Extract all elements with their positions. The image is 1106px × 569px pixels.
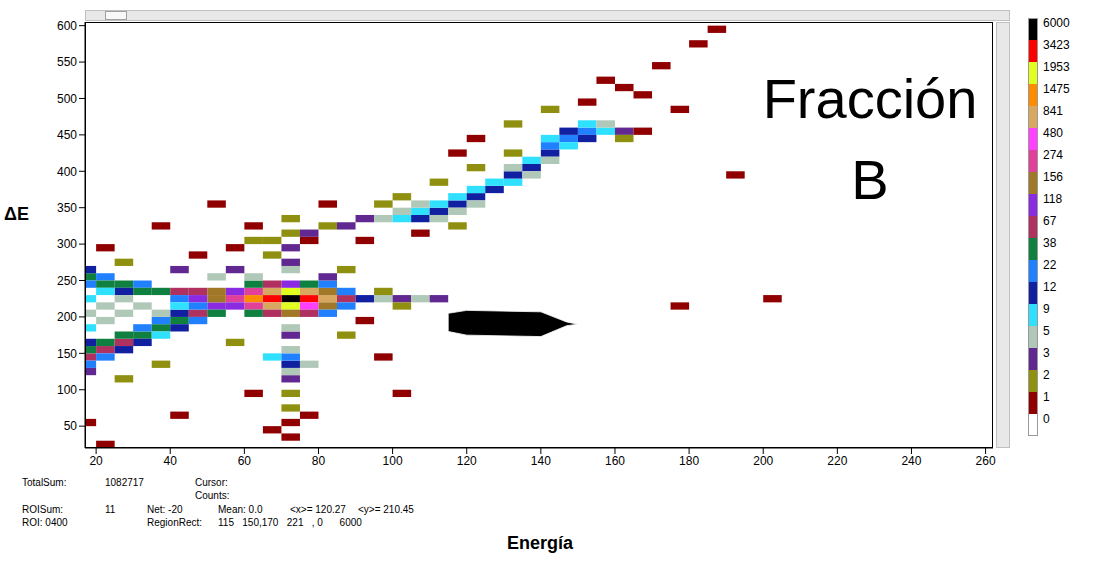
html-text:0: 0 bbox=[1043, 412, 1050, 426]
svg-text:80: 80 bbox=[312, 454, 326, 468]
html-text:Cursor:: Cursor: bbox=[195, 477, 228, 488]
svg-text:250: 250 bbox=[57, 274, 77, 288]
html-text:Fracción: Fracción bbox=[762, 67, 978, 130]
svg-text:200: 200 bbox=[57, 310, 77, 324]
svg-text:180: 180 bbox=[679, 454, 699, 468]
html-text:118: 118 bbox=[1043, 192, 1063, 206]
html-text:11: 11 bbox=[105, 504, 116, 515]
html-text:2: 2 bbox=[1043, 368, 1050, 382]
html-text:ROISum:: ROISum: bbox=[22, 504, 64, 515]
html-text:480: 480 bbox=[1043, 126, 1063, 140]
html-text:67: 67 bbox=[1043, 214, 1057, 228]
html-text:841: 841 bbox=[1043, 104, 1063, 118]
html-text:115 150,170 221 , 0 6000: 115 150,170 221 , 0 6000 bbox=[218, 517, 362, 528]
html-text:ROI: 0400: ROI: 0400 bbox=[22, 517, 68, 528]
svg-text:260: 260 bbox=[976, 454, 996, 468]
svg-text:500: 500 bbox=[57, 92, 77, 106]
html-text:Counts:: Counts: bbox=[195, 490, 230, 501]
html-text:12: 12 bbox=[1043, 280, 1057, 294]
svg-text:120: 120 bbox=[457, 454, 477, 468]
html-text:6000: 6000 bbox=[1043, 16, 1070, 30]
html-text:ΔE: ΔE bbox=[4, 204, 29, 224]
svg-text:450: 450 bbox=[57, 128, 77, 142]
svg-text:550: 550 bbox=[57, 55, 77, 69]
html-text:22: 22 bbox=[1043, 258, 1057, 272]
svg-text:100: 100 bbox=[57, 383, 77, 397]
html-text:9: 9 bbox=[1043, 302, 1050, 316]
html-text:3423: 3423 bbox=[1043, 38, 1070, 52]
svg-text:200: 200 bbox=[753, 454, 773, 468]
html-text:<y>= 210.45: <y>= 210.45 bbox=[358, 504, 414, 515]
svg-text:160: 160 bbox=[605, 454, 625, 468]
svg-text:100: 100 bbox=[383, 454, 403, 468]
html-text:274: 274 bbox=[1043, 148, 1063, 162]
html-text:1475: 1475 bbox=[1043, 82, 1070, 96]
html-text:<x>= 120.27: <x>= 120.27 bbox=[290, 504, 346, 515]
html-text:Mean: 0.0: Mean: 0.0 bbox=[218, 504, 263, 515]
html-text:156: 156 bbox=[1043, 170, 1063, 184]
svg-text:300: 300 bbox=[57, 237, 77, 251]
svg-text:240: 240 bbox=[901, 454, 921, 468]
html-text:Net: -20: Net: -20 bbox=[147, 504, 183, 515]
svg-text:20: 20 bbox=[89, 454, 103, 468]
svg-text:150: 150 bbox=[57, 347, 77, 361]
html-text:1953: 1953 bbox=[1043, 60, 1070, 74]
svg-text:40: 40 bbox=[164, 454, 178, 468]
html-text:RegionRect:: RegionRect: bbox=[147, 517, 202, 528]
html-text:1: 1 bbox=[1043, 390, 1050, 404]
svg-text:60: 60 bbox=[238, 454, 252, 468]
html-text:TotalSum:: TotalSum: bbox=[22, 477, 67, 488]
svg-text:50: 50 bbox=[64, 419, 78, 433]
svg-text:350: 350 bbox=[57, 201, 77, 215]
html-text:38: 38 bbox=[1043, 236, 1057, 250]
html-text:3: 3 bbox=[1043, 346, 1050, 360]
html-text:1082717: 1082717 bbox=[105, 477, 144, 488]
svg-text:600: 600 bbox=[57, 19, 77, 33]
html-text:5: 5 bbox=[1043, 324, 1050, 338]
html-text:B: B bbox=[851, 148, 889, 212]
svg-text:140: 140 bbox=[531, 454, 551, 468]
html-text:Energía: Energía bbox=[507, 533, 573, 553]
svg-text:400: 400 bbox=[57, 165, 77, 179]
svg-text:220: 220 bbox=[827, 454, 847, 468]
